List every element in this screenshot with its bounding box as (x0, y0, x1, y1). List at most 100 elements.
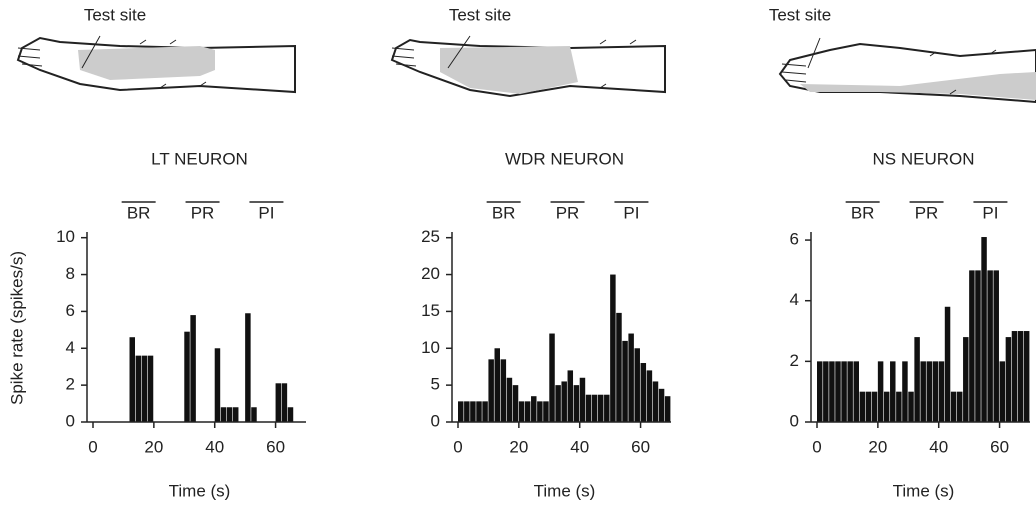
histogram-bar (969, 270, 975, 422)
x-tick-label: 0 (812, 437, 821, 456)
histogram-bar (1023, 331, 1030, 422)
histogram-bar (245, 313, 251, 422)
x-tick-label: 40 (929, 437, 948, 456)
histogram-bar (944, 306, 951, 422)
histogram-bar (470, 401, 476, 422)
histogram-bar (482, 401, 488, 422)
histogram-bar (543, 401, 549, 422)
y-tick-label: 10 (421, 338, 440, 357)
histogram-bar (597, 394, 604, 422)
histogram-bar (567, 370, 574, 422)
stimulus-label: PR (915, 203, 939, 222)
histogram-bar (914, 337, 920, 422)
y-tick-label: 6 (66, 301, 75, 320)
x-tick-label: 0 (88, 437, 97, 456)
histogram-bar (658, 388, 665, 422)
x-tick-label: 60 (990, 437, 1009, 456)
histogram-bar (591, 394, 598, 422)
histogram-bar (634, 348, 640, 422)
histogram-bar (908, 391, 914, 422)
histogram-bar (938, 361, 945, 422)
y-tick-label: 0 (66, 411, 75, 430)
histogram-bar (1005, 337, 1012, 422)
histogram-bar (500, 359, 507, 422)
x-tick-label: 40 (205, 437, 224, 456)
histogram-bar (549, 333, 555, 422)
histogram-bar (190, 315, 196, 422)
histogram-bar (993, 270, 999, 422)
histogram-bar (275, 383, 282, 422)
y-tick-label: 15 (421, 301, 440, 320)
histogram-bar (506, 377, 513, 422)
stimulus-label: BR (492, 203, 516, 222)
histogram-bar (950, 391, 957, 422)
histogram-bar (141, 355, 148, 422)
x-axis-label: Time (s) (893, 481, 955, 500)
histogram-bar (135, 355, 142, 422)
chart-title: WDR NEURON (505, 149, 624, 168)
histogram-bar (531, 396, 537, 422)
histogram-bar (458, 401, 464, 422)
x-tick-label: 20 (509, 437, 528, 456)
histogram-bar (841, 361, 847, 422)
histogram-bar (847, 361, 853, 422)
chart-title: NS NEURON (872, 149, 974, 168)
arm-drawing-1 (16, 35, 296, 94)
histogram-bar (281, 383, 288, 422)
histogram-bar (640, 363, 647, 422)
histogram-bar (896, 391, 902, 422)
y-tick-label: 8 (66, 264, 75, 283)
histogram-bar (883, 391, 890, 422)
histogram-bar (518, 401, 525, 422)
histogram-bar (902, 361, 908, 422)
histogram-bar (817, 361, 823, 422)
histogram-bar (920, 361, 926, 422)
site-label: Test site (84, 5, 146, 24)
histogram-bar (871, 391, 878, 422)
histogram-bar (537, 401, 543, 422)
stimulus-label: PI (982, 203, 998, 222)
histogram-bar (287, 407, 294, 422)
stimulus-label: BR (127, 203, 151, 222)
histogram-bar (220, 407, 227, 422)
histogram-bar (1017, 331, 1024, 422)
histogram-bar (226, 407, 233, 422)
x-tick-label: 20 (144, 437, 163, 456)
histogram-bar (494, 348, 500, 422)
histogram-bar (214, 348, 221, 422)
histogram-bar (616, 312, 622, 422)
histogram-bar (956, 391, 963, 422)
x-axis-label: Time (s) (169, 481, 231, 500)
histogram-bar (232, 407, 239, 422)
arm-drawing-3 (778, 37, 1036, 104)
x-tick-label: 60 (631, 437, 650, 456)
site-label: Test site (769, 5, 831, 24)
histogram-bar (628, 333, 634, 422)
y-tick-label: 4 (66, 338, 75, 357)
stimulus-label: PI (623, 203, 639, 222)
histogram-bar (579, 377, 586, 422)
histogram-bar (865, 391, 872, 422)
histogram-bar (981, 237, 987, 422)
stimulus-label: BR (851, 203, 875, 222)
histogram-bar (652, 381, 659, 422)
stimulus-label: PR (191, 203, 215, 222)
x-tick-label: 20 (868, 437, 887, 456)
histogram-bar (890, 361, 896, 422)
histogram-bar (646, 370, 653, 422)
histogram-bar (975, 270, 981, 422)
y-tick-label: 2 (790, 351, 799, 370)
histogram-bar (859, 391, 866, 422)
histogram-bar (476, 401, 482, 422)
histogram-bar (464, 401, 470, 422)
stimulus-label: PI (258, 203, 274, 222)
arm-drawing-2 (390, 35, 666, 98)
histogram-bar (664, 396, 671, 422)
histogram-bar (1011, 331, 1018, 422)
site-label: Test site (449, 5, 511, 24)
histogram-bar (251, 407, 257, 422)
x-tick-label: 0 (453, 437, 462, 456)
histogram-bar (585, 394, 592, 422)
histogram-bar (963, 337, 969, 422)
